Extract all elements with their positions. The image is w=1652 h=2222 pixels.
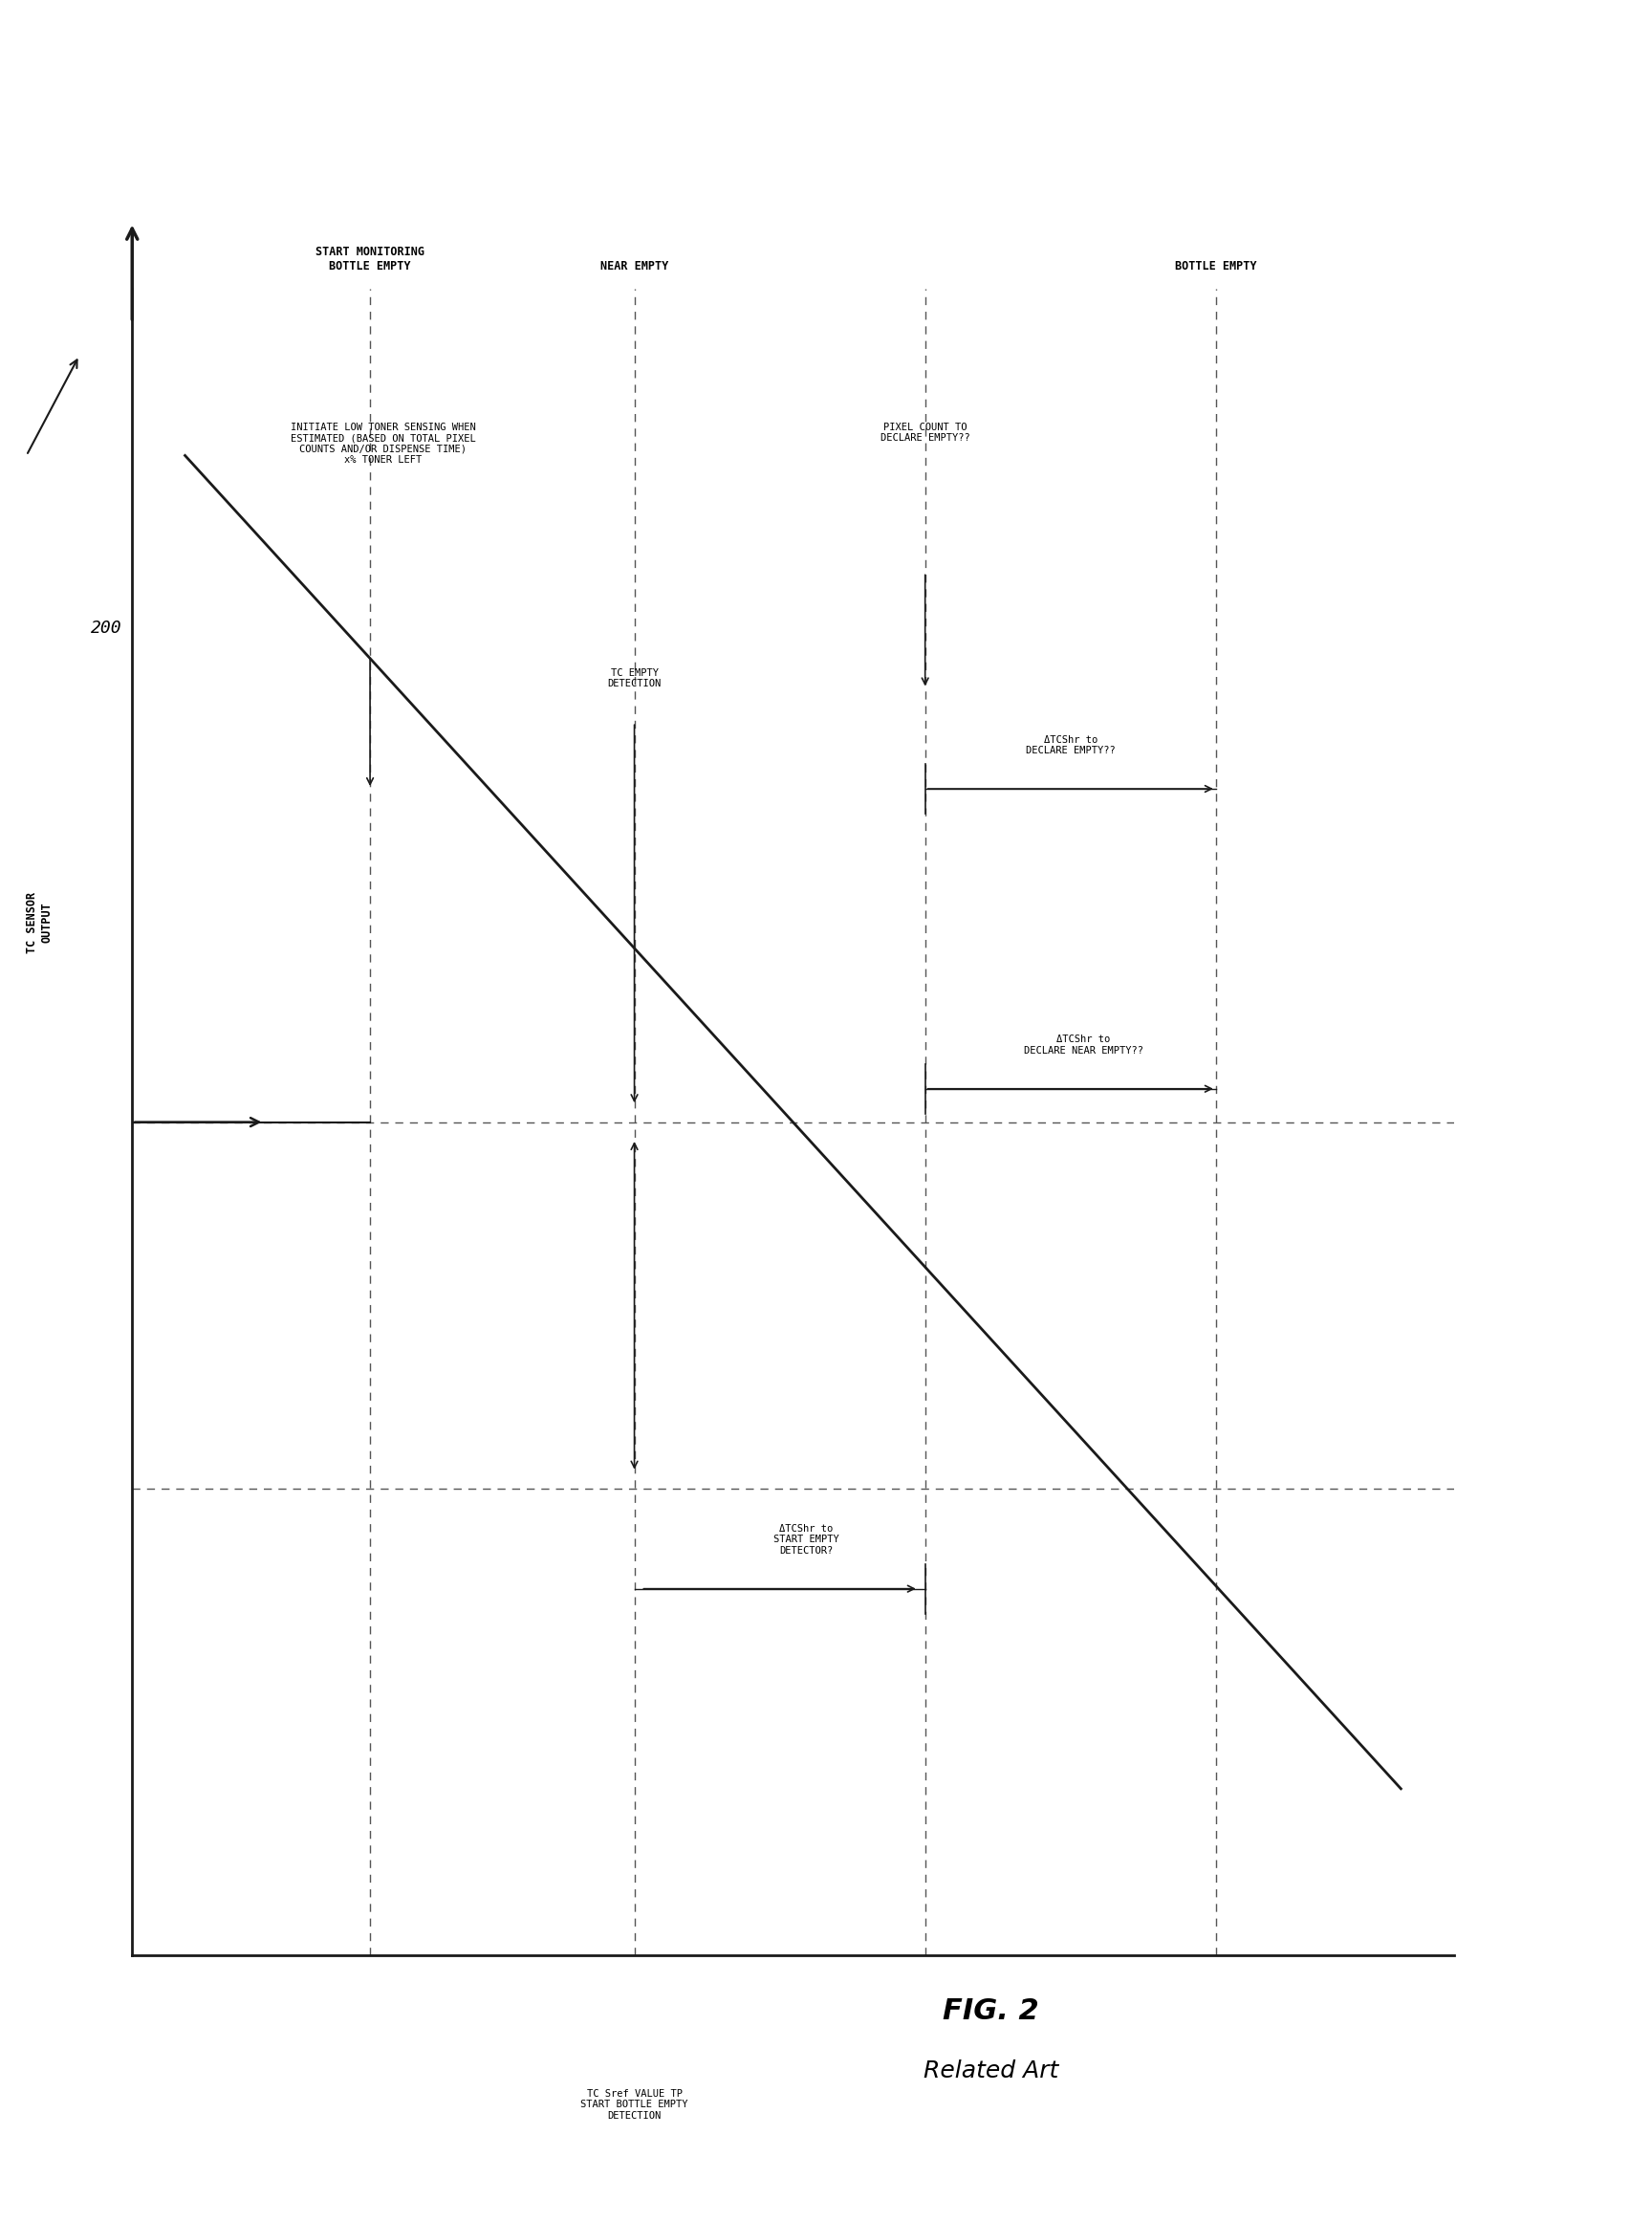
Text: Related Art: Related Art	[923, 2060, 1059, 2082]
Text: TC Sref VALUE TP
START BOTTLE EMPTY
DETECTION: TC Sref VALUE TP START BOTTLE EMPTY DETE…	[580, 2089, 689, 2120]
Text: TC EMPTY
DETECTION: TC EMPTY DETECTION	[608, 669, 661, 689]
Text: BOTTLE EMPTY: BOTTLE EMPTY	[1175, 260, 1257, 271]
Text: ΔTCShr to
DECLARE EMPTY??: ΔTCShr to DECLARE EMPTY??	[1026, 735, 1115, 755]
Text: PIXEL COUNT TO
DECLARE EMPTY??: PIXEL COUNT TO DECLARE EMPTY??	[881, 422, 970, 442]
Text: ΔTCShr to
START EMPTY
DETECTOR?: ΔTCShr to START EMPTY DETECTOR?	[773, 1524, 839, 1555]
Text: FIG. 2: FIG. 2	[943, 1998, 1039, 2024]
Text: TC SENSOR
OUTPUT: TC SENSOR OUTPUT	[26, 891, 53, 953]
Text: NEAR EMPTY: NEAR EMPTY	[600, 260, 669, 271]
Text: INITIATE LOW TONER SENSING WHEN
ESTIMATED (BASED ON TOTAL PIXEL
COUNTS AND/OR DI: INITIATE LOW TONER SENSING WHEN ESTIMATE…	[291, 422, 476, 464]
Text: 200: 200	[91, 620, 122, 638]
Text: START MONITORING
BOTTLE EMPTY: START MONITORING BOTTLE EMPTY	[316, 244, 425, 271]
Text: ΔTCShr to
DECLARE NEAR EMPTY??: ΔTCShr to DECLARE NEAR EMPTY??	[1024, 1035, 1143, 1055]
